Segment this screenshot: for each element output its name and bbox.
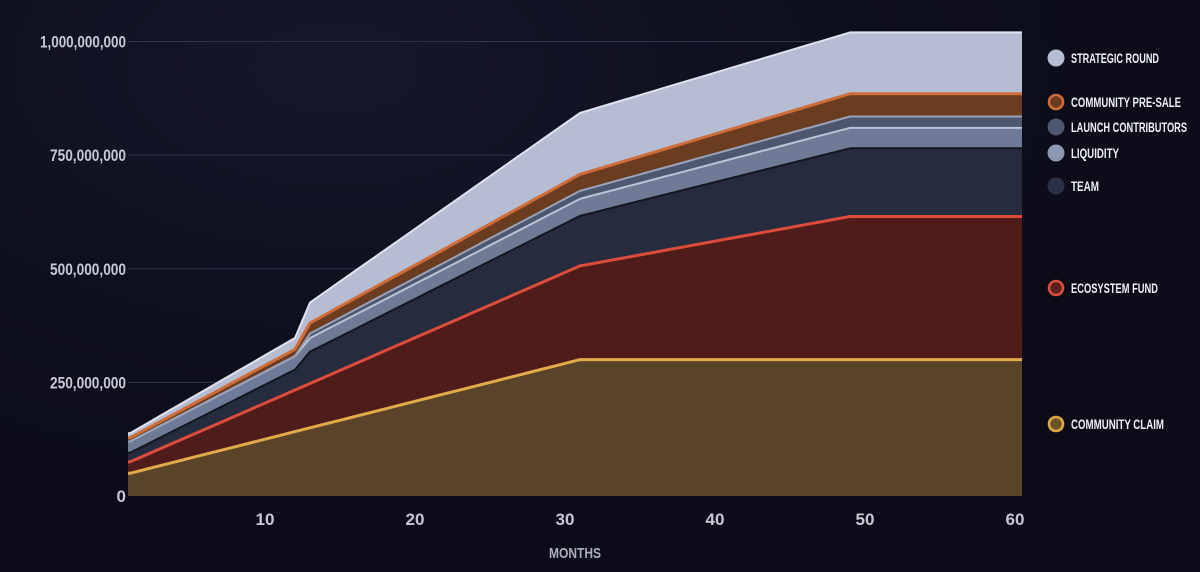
- legend-dot-community-claim[interactable]: [1047, 415, 1065, 433]
- legend-dot-liquidity[interactable]: [1047, 144, 1065, 162]
- legend-dot-team[interactable]: [1047, 177, 1065, 195]
- legend-dot-community-pre-sale[interactable]: [1047, 93, 1065, 111]
- legend-dot-ecosystem-fund[interactable]: [1047, 279, 1065, 297]
- y-tick-label-1000m: 1,000,000,000: [40, 33, 126, 52]
- edge-ecosystem-fund: [128, 215, 1022, 464]
- edge-strategic-round: [128, 31, 1022, 435]
- y-tick-label-250m: 250,000,000: [50, 373, 126, 392]
- edge-community-pre-sale: [128, 92, 1022, 440]
- area-ecosystem-fund[interactable]: [128, 216, 1022, 474]
- edge-team: [128, 147, 1022, 454]
- legend-label-team[interactable]: TEAM: [1071, 179, 1099, 194]
- legend-label-liquidity[interactable]: LIQUIDITY: [1071, 146, 1119, 161]
- area-team[interactable]: [128, 148, 1022, 462]
- legend-label-community-pre-sale[interactable]: COMMUNITY PRE-SALE: [1071, 95, 1181, 110]
- legend-dot-launch-contributors[interactable]: [1047, 118, 1065, 136]
- legend-label-community-claim[interactable]: COMMUNITY CLAIM: [1071, 417, 1164, 432]
- legend-label-ecosystem-fund[interactable]: ECOSYSTEM FUND: [1071, 281, 1158, 296]
- y-tick-label-750m: 750,000,000: [50, 146, 126, 165]
- x-tick-label-50: 50: [856, 510, 875, 529]
- x-tick-label-30: 30: [556, 510, 575, 529]
- area-strategic-round[interactable]: [128, 32, 1022, 438]
- legend-label-launch-contributors[interactable]: LAUNCH CONTRIBUTORS: [1071, 120, 1187, 135]
- x-tick-label-20: 20: [406, 510, 425, 529]
- legend-dot-strategic-round[interactable]: [1047, 49, 1065, 67]
- x-tick-label-40: 40: [706, 510, 725, 529]
- edge-launch-contributors: [128, 115, 1022, 443]
- y-tick-label-0m: 0: [117, 487, 126, 506]
- area-community-claim[interactable]: [128, 359, 1022, 496]
- legend-label-strategic-round[interactable]: STRATEGIC ROUND: [1071, 51, 1159, 66]
- x-tick-label-60: 60: [1006, 510, 1025, 529]
- edge-community-claim: [128, 358, 1022, 475]
- x-axis-title: MONTHS: [549, 545, 601, 562]
- x-tick-label-10: 10: [256, 510, 275, 529]
- y-tick-label-500m: 500,000,000: [50, 260, 126, 279]
